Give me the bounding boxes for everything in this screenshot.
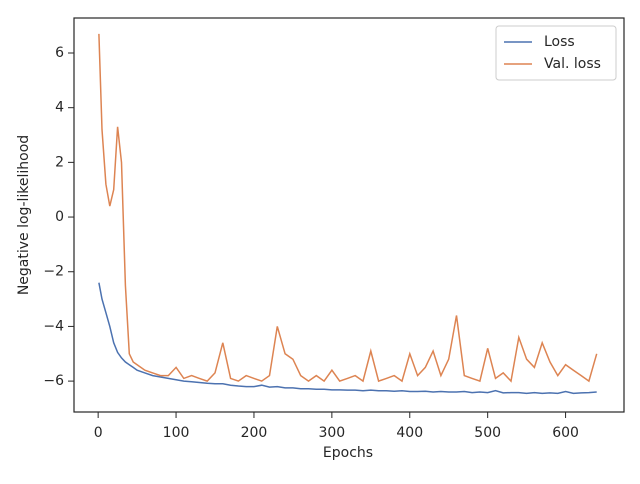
y-tick-label: 2: [55, 154, 64, 170]
plot-frame: [73, 17, 625, 413]
series-line: [98, 33, 598, 383]
x-axis-label: Epochs: [323, 445, 373, 461]
x-tick-label: 200: [241, 425, 268, 441]
series-line: [98, 282, 597, 395]
x-tick-label: 300: [318, 425, 345, 441]
x-tick-label: 0: [94, 425, 103, 441]
x-tick-label: 600: [552, 425, 579, 441]
x-tick-label: 100: [163, 425, 190, 441]
x-tick-label: 400: [396, 425, 423, 441]
x-tick-label: 500: [474, 425, 501, 441]
legend-label: Loss: [544, 34, 575, 50]
legend-box: [495, 25, 617, 81]
y-tick-label: −2: [43, 264, 64, 280]
legend-label: Val. loss: [544, 56, 601, 72]
y-tick-label: 4: [55, 100, 64, 116]
y-tick-label: 0: [55, 209, 64, 225]
y-tick-label: −4: [43, 318, 64, 334]
y-axis-label: Negative log-likelihood: [16, 135, 32, 295]
y-tick-label: 6: [55, 45, 64, 61]
y-tick-label: −6: [43, 373, 64, 389]
